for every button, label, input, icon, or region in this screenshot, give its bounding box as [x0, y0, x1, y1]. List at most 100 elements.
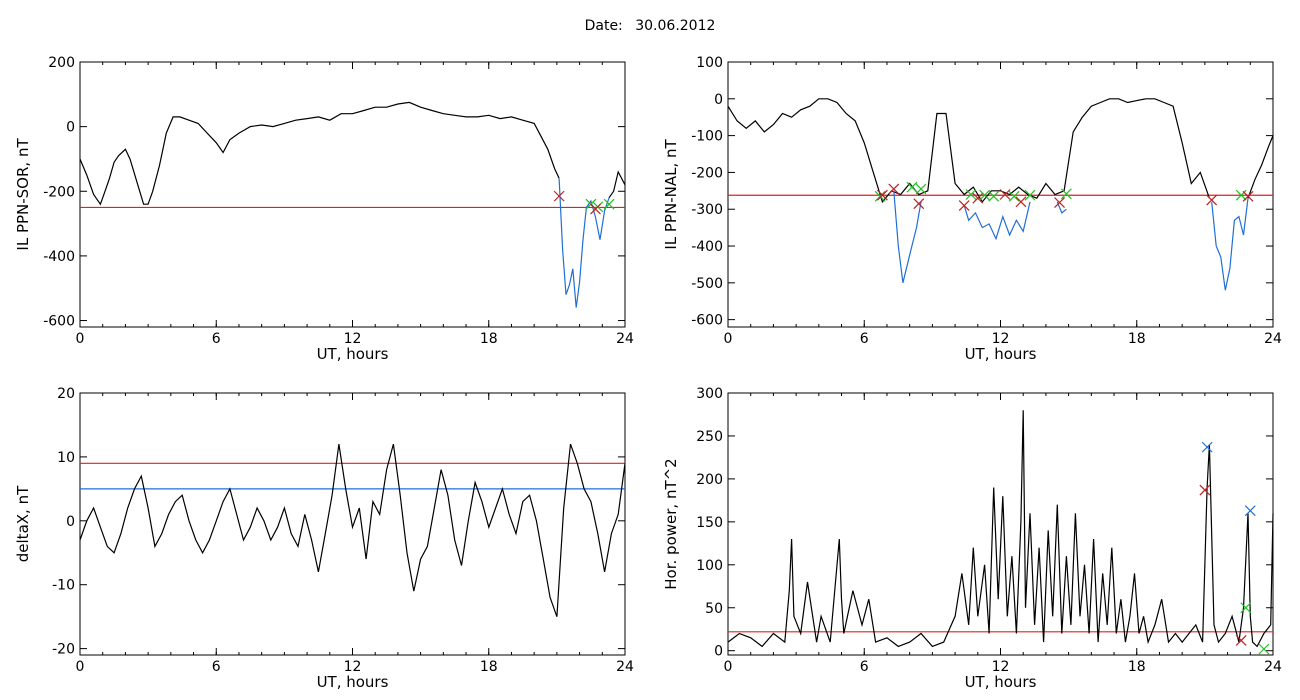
marker-stroke: [876, 189, 888, 201]
marker-x: [915, 183, 927, 195]
y-tick-label: 200: [48, 55, 75, 71]
marker-stroke: [585, 198, 597, 210]
marker-stroke: [1015, 196, 1027, 208]
x-tick-label: 24: [616, 659, 634, 675]
marker-x: [913, 198, 925, 210]
marker-stroke: [1240, 602, 1252, 614]
y-tick-label: 100: [696, 558, 723, 574]
plot-frame: [79, 392, 626, 656]
marker-x: [1024, 189, 1036, 201]
marker-stroke: [1235, 634, 1247, 646]
y-tick-label: 0: [66, 514, 75, 530]
marker-stroke: [592, 201, 604, 213]
marker-stroke: [1206, 194, 1218, 206]
marker-stroke: [913, 198, 925, 210]
marker-stroke: [958, 200, 970, 211]
marker-x: [888, 183, 900, 195]
x-tick-label: 0: [724, 659, 733, 675]
x-axis-label: UT, hours: [317, 673, 389, 691]
marker-stroke: [906, 181, 918, 193]
y-tick-label: 150: [696, 515, 723, 531]
marker-stroke: [1008, 190, 1020, 202]
series-line-1: [558, 178, 610, 308]
chart-deltax: 0 6 12 18 24 20 10 0 -10 -20 UT, hours deltaX, nT: [14, 386, 634, 691]
marker-stroke: [888, 183, 900, 195]
date-label: Date:: [584, 18, 623, 34]
y-tick-label: 10: [57, 450, 75, 466]
y-tick-label: 250: [696, 429, 723, 445]
marker-stroke: [876, 189, 888, 201]
plot-frame: [727, 61, 1274, 328]
marker-x: [1199, 484, 1211, 496]
marker-x: [874, 190, 886, 202]
marker-stroke: [888, 183, 900, 195]
marker-stroke: [1060, 188, 1072, 200]
marker-x: [999, 189, 1011, 200]
series-line-0: [79, 101, 560, 206]
marker-stroke: [1258, 643, 1270, 655]
y-tick-label: 200: [696, 472, 723, 488]
marker-stroke: [1244, 505, 1256, 517]
date-value: 30.06.2012: [635, 18, 716, 34]
marker-stroke: [553, 190, 565, 202]
x-tick-label: 18: [1128, 659, 1146, 675]
series-line-0: [727, 410, 1274, 648]
marker-stroke: [1235, 189, 1247, 201]
marker-stroke: [972, 192, 984, 204]
y-tick-label: 100: [696, 55, 723, 71]
marker-stroke: [979, 189, 991, 201]
marker-x: [1258, 643, 1270, 655]
x-axis-label: UT, hours: [965, 673, 1037, 691]
marker-stroke: [1008, 190, 1020, 202]
x-axis-label: UT, hours: [317, 345, 389, 363]
marker-stroke: [1235, 189, 1247, 201]
marker-stroke: [1242, 190, 1254, 202]
marker-x: [906, 181, 918, 193]
marker-stroke: [979, 189, 991, 201]
marker-x: [988, 190, 1000, 202]
x-tick-label: 24: [1264, 331, 1282, 347]
marker-stroke: [958, 200, 970, 211]
marker-stroke: [1201, 441, 1213, 453]
chart-ppn-nal: 0 6 12 18 24 100 0 -100 -200 -300 -400 -500 -600 UT, …: [662, 55, 1282, 363]
y-tick-label: 20: [57, 386, 75, 402]
marker-x: [972, 192, 984, 204]
marker-stroke: [915, 183, 927, 195]
x-tick-label: 12: [344, 331, 362, 347]
y-axis-label: IL PPN-SOR, nT: [14, 138, 32, 251]
y-tick-label: -100: [691, 129, 723, 145]
x-tick-label: 12: [992, 659, 1010, 675]
marker-stroke: [590, 203, 601, 215]
marker-x: [876, 189, 888, 201]
marker-stroke: [603, 198, 615, 210]
y-tick-label: 0: [714, 644, 723, 660]
marker-stroke: [972, 192, 984, 204]
marker-stroke: [999, 189, 1011, 200]
marker-stroke: [1199, 484, 1211, 496]
x-tick-label: 18: [1128, 331, 1146, 347]
y-tick-label: 0: [66, 120, 75, 136]
marker-x: [979, 189, 991, 201]
series-line-2: [608, 170, 626, 199]
marker-stroke: [999, 189, 1011, 200]
marker-stroke: [906, 181, 918, 193]
x-tick-label: 6: [212, 331, 221, 347]
marker-stroke: [988, 190, 1000, 202]
y-tick-label: -200: [691, 165, 723, 181]
series-line-0: [727, 98, 1210, 204]
marker-stroke: [1244, 505, 1256, 517]
marker-stroke: [874, 190, 886, 202]
chart-ppn-sor: 0 6 12 18 24 200 0 -200 -400 -600 UT, hours IL PPN-…: [14, 55, 634, 363]
y-tick-label: -200: [43, 184, 75, 200]
y-tick-label: -300: [691, 202, 723, 218]
series-line-3: [1056, 201, 1067, 214]
x-tick-label: 18: [480, 331, 498, 347]
y-tick-label: 50: [705, 601, 723, 617]
y-tick-label: 0: [714, 92, 723, 108]
x-tick-label: 0: [76, 659, 85, 675]
y-tick-label: -400: [43, 249, 75, 265]
marker-stroke: [1235, 634, 1247, 646]
marker-stroke: [1024, 189, 1036, 201]
marker-x: [965, 189, 977, 200]
